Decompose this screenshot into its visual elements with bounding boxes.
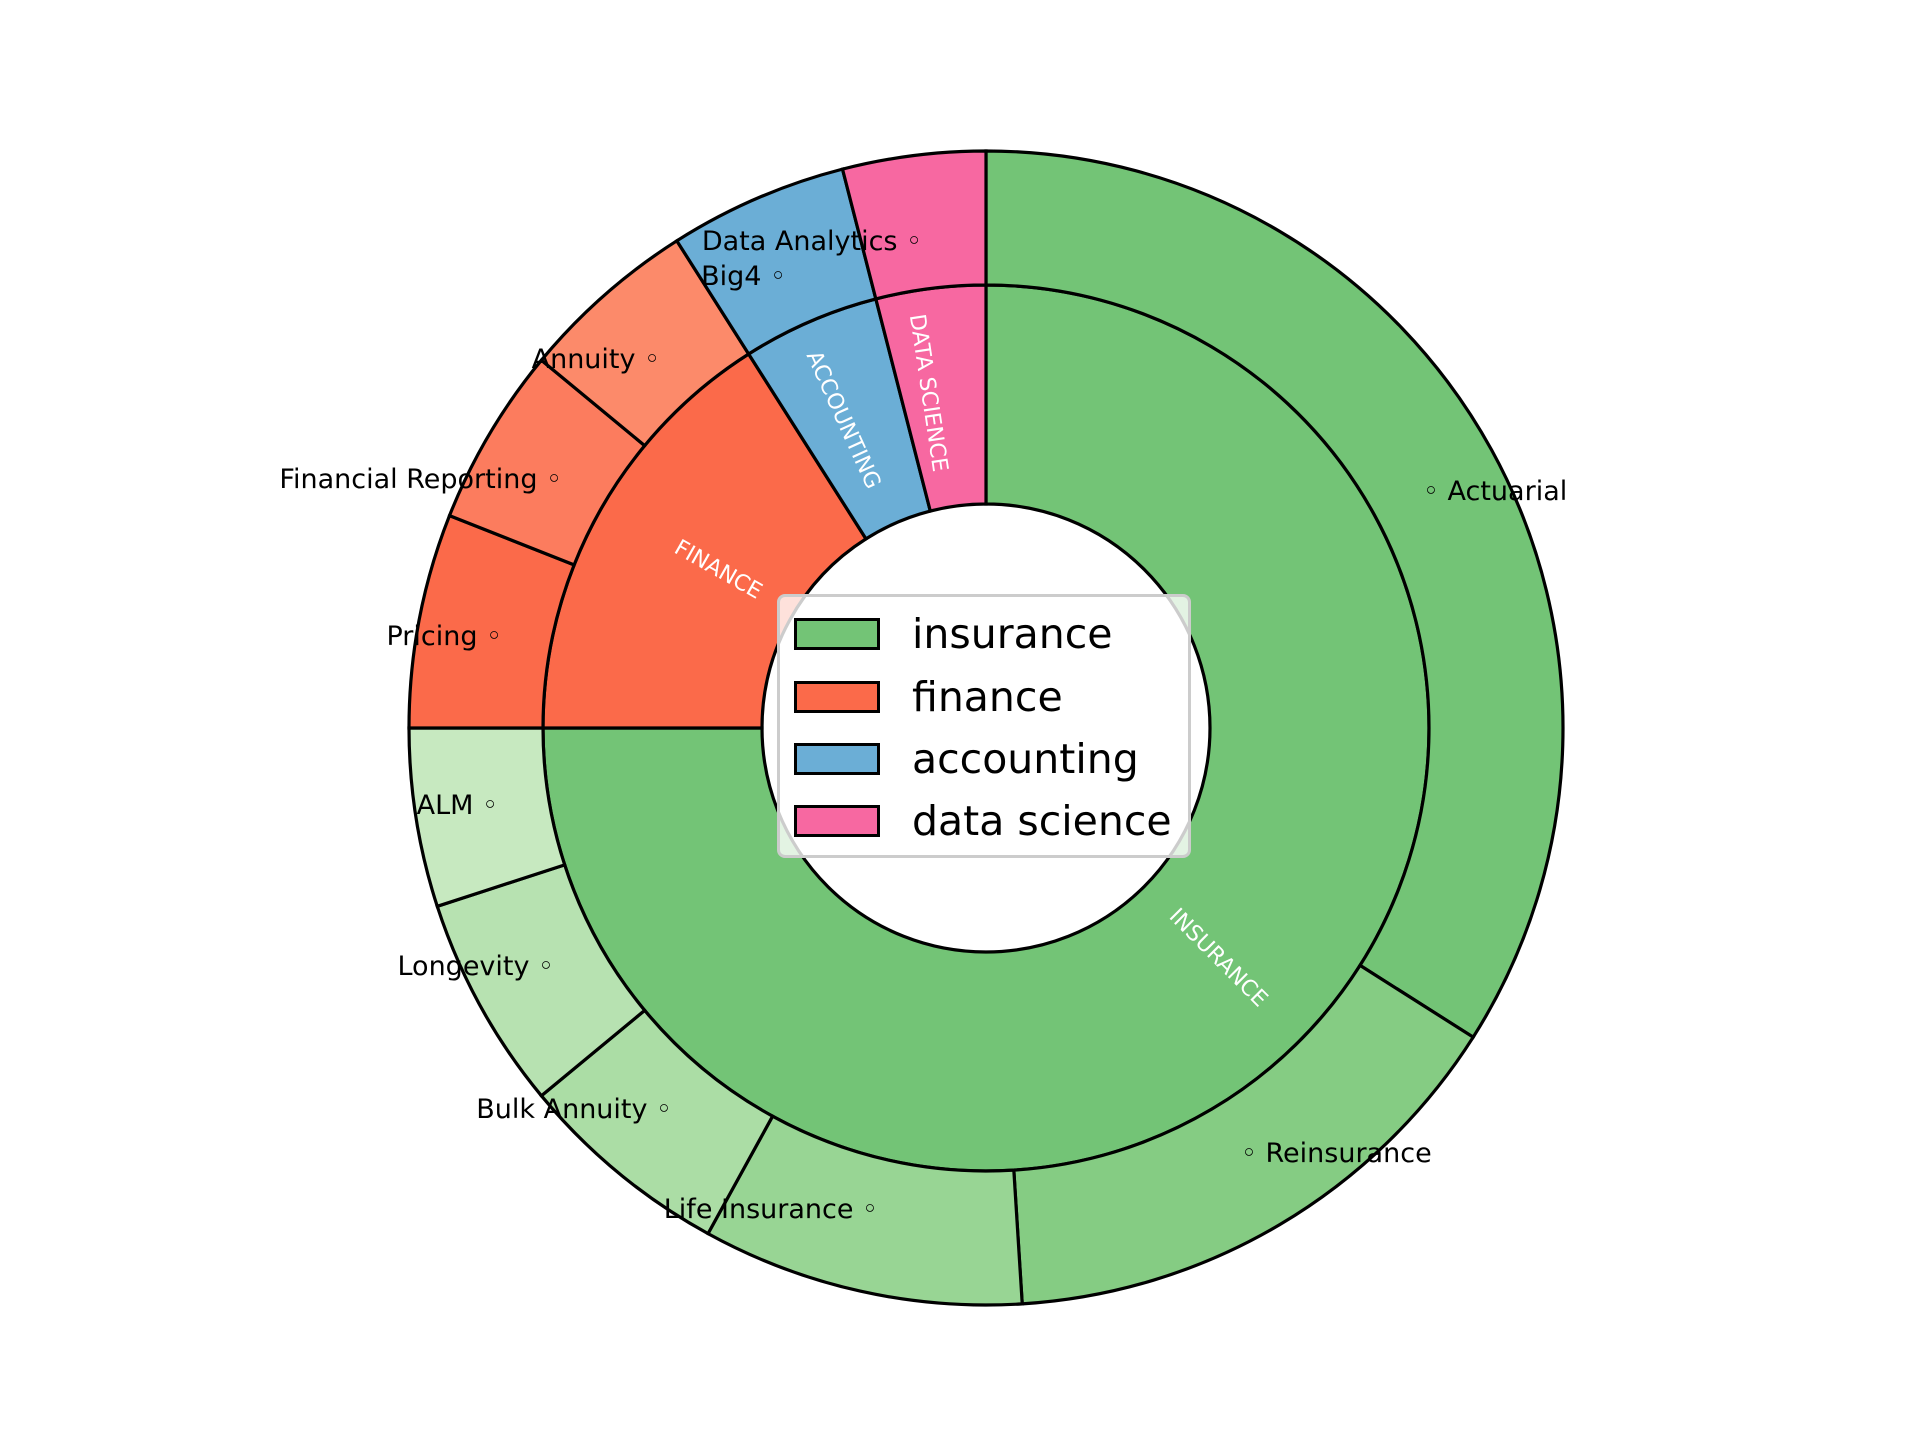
outer-label-life-insurance-: Life Insurance ◦ (664, 1194, 878, 1225)
legend-label-accounting: accounting (912, 734, 1139, 783)
legend-item-insurance: insurance (794, 603, 1112, 665)
legend-label-insurance: insurance (912, 609, 1113, 658)
outer-label-longevity-: Longevity ◦ (397, 951, 554, 982)
outer-label-alm-: ALM ◦ (417, 790, 498, 821)
chart-legend: insurance finance accounting data scienc… (777, 594, 1191, 858)
legend-swatch-insurance (794, 618, 880, 650)
wedge-actuarial (984, 149, 1565, 1040)
legend-item-finance: finance (794, 666, 1063, 728)
outer-ring-labels: ◦ Actuarial ◦ Reinsurance Life Insurance ◦… (279, 226, 1567, 1225)
legend-swatch-accounting (794, 743, 880, 775)
inner-ring (541, 283, 1431, 1173)
legend-item-data-science: data science (794, 790, 1172, 852)
legend-label-data-science: data science (912, 796, 1172, 845)
legend-label-finance: finance (912, 672, 1063, 721)
outer-label-bulk-annuity-: Bulk Annuity ◦ (476, 1094, 672, 1125)
outer-label-data-analytics-: Data Analytics ◦ (702, 226, 922, 257)
legend-swatch-data-science (794, 805, 880, 837)
outer-label-big4-: Big4 ◦ (701, 261, 786, 292)
legend-item-accounting: accounting (794, 728, 1139, 790)
outer-label-financial-reporting-: Financial Reporting ◦ (279, 464, 562, 495)
outer-label--reinsurance: ◦ Reinsurance (1241, 1138, 1432, 1169)
outer-ring (407, 149, 1565, 1307)
wedge-data-analytics (840, 149, 988, 301)
legend-swatch-finance (794, 681, 880, 713)
outer-label-pricing-: Pricing ◦ (386, 621, 502, 652)
outer-label-annuity-: Annuity ◦ (532, 344, 660, 375)
outer-label--actuarial: ◦ Actuarial (1423, 476, 1567, 507)
